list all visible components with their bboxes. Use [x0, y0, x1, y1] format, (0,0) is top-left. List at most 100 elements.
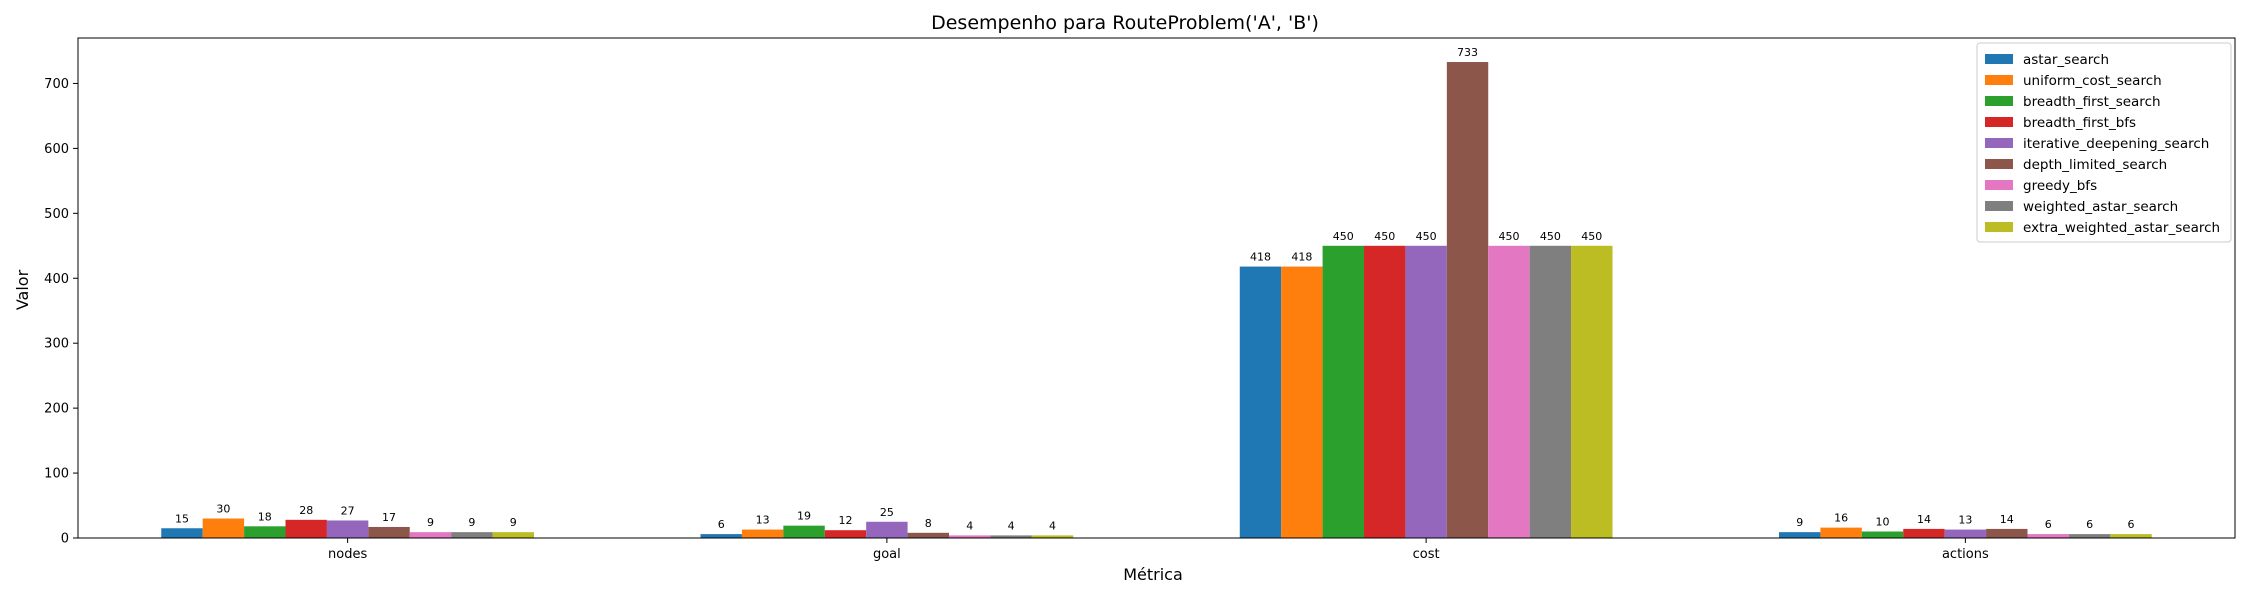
data-label: 4 [1049, 519, 1056, 532]
bar-breadth_first_search-cost [1322, 245, 1365, 538]
data-label: 450 [1498, 230, 1519, 243]
bar-breadth_first_search-goal [783, 525, 825, 538]
bar-greedy_bfs-cost [1488, 245, 1530, 538]
legend: astar_search uniform_cost_search breadth_f… [1976, 42, 2232, 243]
bar-extra_weighted_astar_search-nodes [492, 532, 534, 538]
legend-swatch [1985, 54, 2013, 64]
legend-swatch [1985, 180, 2013, 190]
y-tick-label: 0 [61, 532, 69, 547]
bar-iterative_deepening_search-goal [866, 521, 908, 538]
legend-entry: greedy_bfs [2023, 178, 2097, 194]
bar-extra_weighted_astar_search-goal [1031, 535, 1074, 538]
bar-breadth_first_bfs-actions [1903, 528, 1945, 538]
data-label: 30 [216, 503, 230, 516]
bar-iterative_deepening_search-nodes [326, 520, 369, 538]
data-label: 17 [382, 511, 396, 524]
plot-area: 0 100 200 300 400 500 600 700 15 30 18 28 27 17 9 9 9 nod… [44, 46, 2152, 562]
data-label: 16 [1834, 512, 1848, 525]
data-label: 8 [925, 517, 932, 530]
data-label: 12 [838, 514, 852, 527]
bar-uniform_cost_search-goal [741, 529, 784, 538]
bar-astar_search-actions [1779, 532, 1821, 538]
legend-entry: astar_search [2023, 52, 2109, 68]
data-label: 9 [1796, 516, 1803, 529]
legend-entry: weighted_astar_search [2023, 199, 2178, 215]
plot-frame [77, 37, 2236, 539]
data-label: 9 [468, 516, 475, 529]
y-tick-label: 200 [44, 402, 69, 417]
data-label: 19 [797, 510, 811, 523]
x-tick-label: cost [1413, 547, 1440, 562]
bar-weighted_astar_search-cost [1529, 245, 1572, 538]
legend-entry: extra_weighted_astar_search [2023, 220, 2220, 236]
data-label: 14 [2000, 513, 2014, 526]
data-label: 6 [2086, 518, 2093, 531]
bar-breadth_first_bfs-nodes [285, 519, 327, 538]
bar-astar_search-cost [1239, 266, 1282, 538]
data-label: 4 [1008, 519, 1015, 532]
data-label: 450 [1374, 230, 1395, 243]
data-label: 28 [299, 504, 313, 517]
bar-depth_limited_search-goal [907, 532, 949, 538]
data-label: 13 [1958, 514, 1972, 527]
bar-weighted_astar_search-goal [990, 535, 1032, 538]
bar-weighted_astar_search-actions [2068, 534, 2111, 538]
legend-swatch [1985, 222, 2013, 232]
legend-swatch [1985, 138, 2013, 148]
y-tick-label: 700 [44, 77, 69, 92]
legend-swatch [1985, 75, 2013, 85]
legend-box [1976, 42, 2232, 243]
data-label: 450 [1540, 230, 1561, 243]
bar-astar_search-nodes [161, 528, 203, 538]
bar-depth_limited_search-nodes [368, 526, 410, 538]
x-tick-label: goal [873, 547, 901, 562]
x-tick-label: nodes [328, 547, 367, 562]
bar-weighted_astar_search-nodes [451, 532, 493, 538]
y-tick-label: 400 [44, 272, 69, 287]
bar-breadth_first_bfs-cost [1364, 245, 1406, 538]
data-label: 4 [966, 519, 973, 532]
legend-swatch [1985, 159, 2013, 169]
data-label: 27 [341, 504, 355, 517]
bar-iterative_deepening_search-cost [1405, 245, 1447, 538]
bar-uniform_cost_search-cost [1281, 266, 1323, 538]
legend-entry: iterative_deepening_search [2023, 136, 2209, 152]
x-tick-label: actions [1942, 547, 1989, 562]
data-label: 9 [510, 516, 517, 529]
data-label: 13 [756, 514, 770, 527]
data-label: 450 [1416, 230, 1437, 243]
y-tick-label: 600 [44, 142, 69, 157]
legend-swatch [1985, 96, 2013, 106]
bar-breadth_first_bfs-goal [824, 530, 867, 538]
y-axis-title: Valor [13, 269, 32, 310]
bar-uniform_cost_search-nodes [202, 518, 245, 538]
y-tick-label: 500 [44, 207, 69, 222]
bar-breadth_first_search-nodes [244, 526, 286, 538]
bar-breadth_first_search-actions [1861, 531, 1904, 538]
legend-entry: breadth_first_search [2023, 94, 2161, 110]
legend-entry: depth_limited_search [2023, 157, 2167, 173]
data-label: 10 [1876, 516, 1890, 529]
bar-greedy_bfs-actions [2027, 534, 2069, 538]
bar-iterative_deepening_search-actions [1944, 529, 1987, 538]
x-axis-title: Métrica [1123, 565, 1183, 584]
data-label: 450 [1581, 230, 1602, 243]
data-label: 15 [175, 512, 189, 525]
bar-extra_weighted_astar_search-cost [1571, 245, 1613, 538]
bar-depth_limited_search-actions [1986, 528, 2028, 538]
data-label: 6 [718, 518, 725, 531]
bar-greedy_bfs-nodes [409, 532, 452, 538]
bar-greedy_bfs-goal [948, 535, 991, 538]
bar-uniform_cost_search-actions [1820, 527, 1862, 538]
legend-entry: uniform_cost_search [2023, 73, 2162, 89]
data-label: 418 [1250, 251, 1271, 264]
data-label: 14 [1917, 513, 1931, 526]
data-label: 450 [1333, 230, 1354, 243]
data-label: 6 [2045, 518, 2052, 531]
data-label: 18 [258, 510, 272, 523]
chart-title: Desempenho para RouteProblem('A', 'B') [931, 12, 1319, 34]
legend-swatch [1985, 201, 2013, 211]
legend-swatch [1985, 117, 2013, 127]
y-tick-label: 100 [44, 467, 69, 482]
